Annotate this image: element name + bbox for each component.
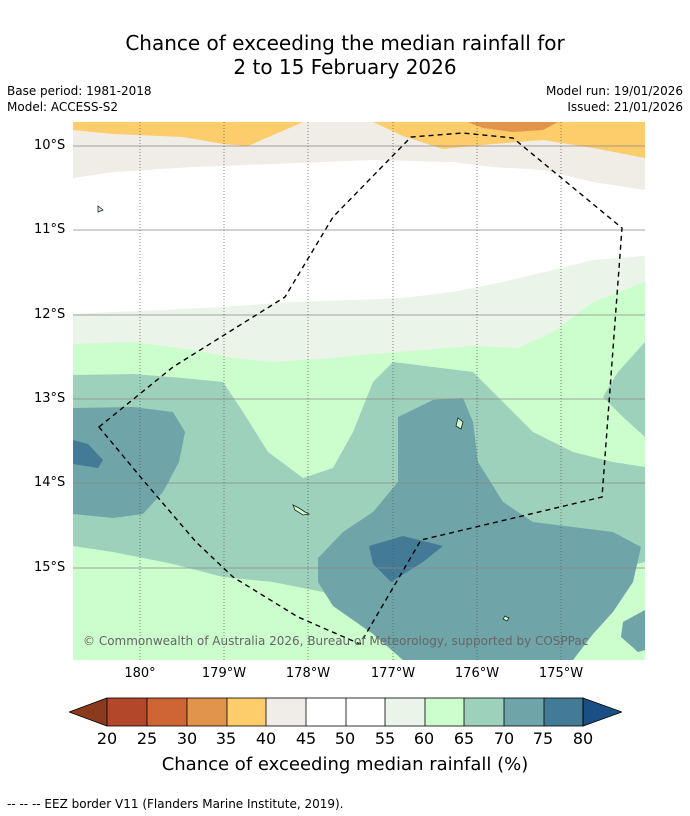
colorbar-left-arrow xyxy=(67,697,108,727)
colorbar-label: Chance of exceeding median rainfall (%) xyxy=(161,754,529,775)
rainfall-map xyxy=(73,122,645,660)
colorbar-tick-75: 75 xyxy=(532,729,554,748)
eez-legend: -- -- -- EEZ border V11 (Flanders Marine… xyxy=(7,797,344,811)
band-65-70-east xyxy=(603,342,645,437)
island-4 xyxy=(97,205,104,213)
eez-border xyxy=(98,132,623,645)
colorbar xyxy=(67,697,624,727)
map-canvas xyxy=(73,122,645,660)
band-75-80-central xyxy=(369,536,443,582)
lat-label-12s: 12°S xyxy=(34,307,66,322)
lon-label-176w: 176°W xyxy=(454,666,500,681)
meta-right: Model run: 19/01/2026 Issued: 21/01/2026 xyxy=(546,83,683,115)
issued-date: Issued: 21/01/2026 xyxy=(567,100,683,114)
band-75-80-west xyxy=(73,440,103,468)
title-line-2: 2 to 15 February 2026 xyxy=(233,55,457,79)
colorbar-tick-25: 25 xyxy=(136,729,158,748)
island-3 xyxy=(502,615,510,622)
island-2 xyxy=(292,504,311,516)
model-name: Model: ACCESS-S2 xyxy=(7,100,119,114)
lat-label-15s: 15°S xyxy=(34,560,66,575)
band-55-60 xyxy=(73,256,645,362)
colorbar-right-arrow xyxy=(582,697,624,727)
colorbar-cell-40-45 xyxy=(266,698,306,726)
band-35-40-east xyxy=(373,122,645,158)
colorbar-dividers xyxy=(106,697,584,727)
colorbar-tick-35: 35 xyxy=(215,729,237,748)
lon-label-177w: 177°W xyxy=(370,666,416,681)
lon-label-180: 180° xyxy=(124,666,156,681)
colorbar-cell-30-35 xyxy=(187,698,227,726)
colorbar-cell-70-75 xyxy=(504,698,544,726)
colorbar-cell-35-40 xyxy=(227,698,266,726)
colorbar-cell-60-65 xyxy=(425,698,464,726)
lat-label-13s: 13°S xyxy=(34,391,66,406)
band-70-75-east xyxy=(621,610,645,652)
band-30-35 xyxy=(468,122,558,132)
band-70-75-central xyxy=(318,398,641,660)
lat-label-10s: 10°S xyxy=(34,138,66,153)
islands xyxy=(97,205,510,622)
colorbar-cell-20-25 xyxy=(107,698,147,726)
model-run: Model run: 19/01/2026 xyxy=(545,84,683,98)
colorbar-cell-45-50 xyxy=(306,698,346,726)
colorbar-cell-50-55 xyxy=(346,698,385,726)
colorbar-tick-65: 65 xyxy=(453,729,475,748)
colorbar-tick-45: 45 xyxy=(295,729,317,748)
colorbar-tick-70: 70 xyxy=(493,729,515,748)
colorbar-cell-75-80 xyxy=(544,698,583,726)
colorbar-tick-80: 80 xyxy=(572,729,594,748)
band-35-40 xyxy=(73,122,303,146)
colorbar-svg xyxy=(67,697,624,727)
base-period: Base period: 1981-2018 xyxy=(7,84,152,98)
colorbar-cell-55-60 xyxy=(385,698,425,726)
colorbar-tick-50: 50 xyxy=(334,729,356,748)
island-1 xyxy=(455,417,464,430)
lon-label-178w: 178°W xyxy=(285,666,331,681)
colorbar-cell-65-70 xyxy=(464,698,504,726)
title-line-1: Chance of exceeding the median rainfall … xyxy=(125,31,565,55)
lat-label-11s: 11°S xyxy=(34,222,66,237)
lat-label-14s: 14°S xyxy=(34,475,66,490)
lon-label-179w: 179°W xyxy=(201,666,247,681)
meta-left: Base period: 1981-2018 Model: ACCESS-S2 xyxy=(7,83,152,115)
lon-label-175w: 175°W xyxy=(538,666,584,681)
colorbar-tick-30: 30 xyxy=(176,729,198,748)
colorbar-tick-40: 40 xyxy=(255,729,277,748)
copyright-notice: © Commonwealth of Australia 2026, Bureau… xyxy=(83,634,589,648)
colorbar-tick-60: 60 xyxy=(413,729,435,748)
map-title: Chance of exceeding the median rainfall … xyxy=(0,31,690,79)
colorbar-tick-20: 20 xyxy=(96,729,118,748)
graticule xyxy=(73,145,645,569)
colorbar-cell-25-30 xyxy=(147,698,187,726)
colorbar-tick-55: 55 xyxy=(374,729,396,748)
